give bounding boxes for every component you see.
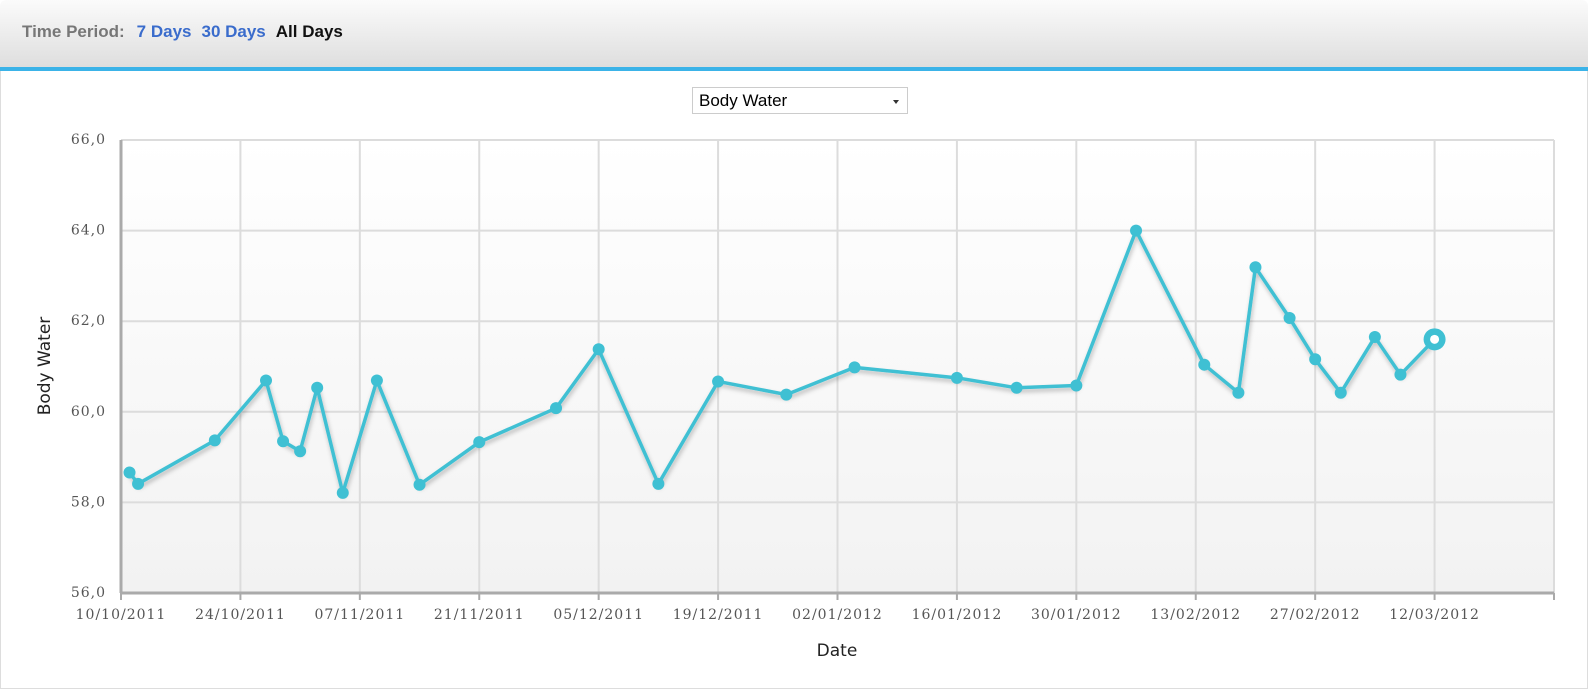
- metric-select[interactable]: Body Water: [692, 87, 908, 114]
- data-point: [208, 434, 221, 447]
- data-point: [652, 477, 665, 490]
- y-tick-label: 64,0: [71, 223, 106, 239]
- data-point: [592, 343, 605, 356]
- x-tick-label: 10/10/2011: [76, 607, 167, 623]
- x-tick-label: 07/11/2011: [314, 607, 405, 623]
- y-tick-label: 66,0: [71, 132, 106, 148]
- data-point: [336, 486, 349, 499]
- data-point: [1334, 386, 1347, 399]
- data-point: [950, 371, 963, 384]
- data-point: [1394, 368, 1407, 381]
- data-point-highlight-center: [1430, 334, 1440, 344]
- data-point: [780, 388, 793, 401]
- data-point: [848, 361, 861, 374]
- data-point: [1283, 312, 1296, 325]
- metric-select-value: Body Water: [699, 91, 788, 110]
- data-point: [1070, 379, 1083, 392]
- x-tick-label: 02/01/2012: [792, 607, 883, 623]
- x-tick-label: 12/03/2012: [1389, 607, 1480, 623]
- time-period-all-days[interactable]: All Days: [275, 22, 343, 41]
- data-point: [712, 375, 725, 388]
- data-point: [370, 374, 383, 387]
- x-tick-label: 19/12/2011: [673, 607, 764, 623]
- data-point: [413, 478, 426, 491]
- time-period-7-days[interactable]: 7 Days: [136, 22, 192, 41]
- data-point: [1368, 331, 1381, 344]
- data-point: [1309, 353, 1322, 366]
- x-tick-label: 21/11/2011: [434, 607, 525, 623]
- data-point: [473, 436, 486, 449]
- time-period-selector: Time Period: 7 Days 30 Days All Days: [22, 22, 343, 42]
- chevron-down-icon: [893, 100, 899, 104]
- data-point: [277, 435, 290, 448]
- y-tick-label: 62,0: [71, 313, 106, 329]
- data-point: [550, 402, 563, 415]
- x-axis-title: Date: [817, 641, 858, 661]
- y-axis-title: Body Water: [35, 317, 55, 416]
- y-tick-label: 56,0: [71, 585, 106, 601]
- data-point: [294, 445, 307, 458]
- data-point: [1130, 224, 1143, 237]
- data-point: [1010, 381, 1023, 394]
- time-period-30-days[interactable]: 30 Days: [201, 22, 266, 41]
- x-tick-label: 30/01/2012: [1031, 607, 1122, 623]
- data-point: [123, 466, 136, 479]
- data-point: [260, 374, 273, 387]
- data-point: [311, 381, 324, 394]
- time-period-bar: Time Period: 7 Days 30 Days All Days: [0, 0, 1588, 71]
- x-tick-label: 05/12/2011: [553, 607, 644, 623]
- y-tick-label: 60,0: [71, 404, 106, 420]
- data-point: [1249, 261, 1262, 274]
- data-point: [1232, 386, 1245, 399]
- x-tick-label: 24/10/2011: [195, 607, 286, 623]
- x-tick-label: 13/02/2012: [1150, 607, 1241, 623]
- x-tick-label: 16/01/2012: [912, 607, 1003, 623]
- y-tick-label: 58,0: [71, 494, 106, 510]
- data-point: [1198, 358, 1211, 371]
- data-point: [132, 477, 145, 490]
- time-period-label: Time Period:: [22, 22, 125, 41]
- x-tick-label: 27/02/2012: [1270, 607, 1361, 623]
